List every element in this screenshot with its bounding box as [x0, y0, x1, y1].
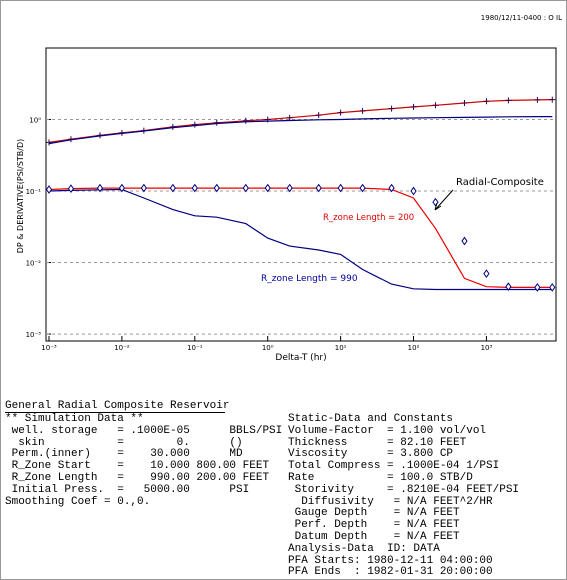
report-line: Analysis-Data ID: DATA — [288, 542, 440, 555]
report-line: Viscosity = 3.800 CP — [288, 448, 454, 461]
diamond-marker — [169, 183, 176, 193]
chart-title: 1980/12/11-0400 : O IL — [481, 14, 562, 22]
cross-marker — [46, 139, 52, 146]
report-line: Volume-Factor = 1.100 vol/vol — [288, 424, 487, 437]
cross-marker — [359, 107, 366, 114]
report-line: R_Zone Start = 10.000 800.00 FEET — [5, 460, 270, 473]
report-line: Smoothing Coef = 0.,0. — [5, 495, 151, 508]
report-line: PFA Ends : 1982-01-31 20:00:00 — [288, 566, 493, 579]
x-tick-label: 10⁻¹ — [187, 344, 203, 352]
report-line: Initial Press. = 5000.00 PSI — [5, 483, 250, 496]
series-line — [48, 116, 553, 145]
diamond-marker — [118, 183, 126, 193]
x-tick-label: 10¹ — [335, 344, 347, 352]
chart: 1980/12/11-0400 : O IL Delta-T (hr) DP &… — [1, 14, 566, 398]
static-data: Static-Data and Constants Volume-Factor =… — [288, 413, 520, 579]
report-line: Static-Data and Constants — [288, 413, 454, 425]
diamond-marker — [140, 183, 147, 193]
diamond-marker — [315, 183, 322, 193]
y-tick-label: 10⁻¹ — [26, 188, 42, 196]
report-line: Diffusivity = N/A FEET^2/HR — [288, 495, 493, 508]
annotation: R_zone Length = 200 — [323, 213, 414, 223]
cross-marker — [315, 112, 322, 119]
annotation: Radial-Composite — [456, 177, 544, 188]
diamond-marker — [264, 183, 271, 193]
diamond-marker — [534, 282, 541, 292]
cross-marker — [286, 114, 293, 121]
report-line: R_Zone Length = 990.00 200.00 FEET — [5, 471, 270, 484]
y-axis-label: DP & DERIVATIVE(PSI/STB/D) — [16, 139, 25, 254]
annotation: R_zone Length = 990 — [261, 274, 358, 284]
report-line: PFA Starts: 1980-12-11 04:00:00 — [288, 554, 493, 567]
report-line: Perm.(inner) = 30.000 MD — [5, 448, 243, 461]
diamond-marker — [337, 183, 344, 193]
series-line — [48, 187, 553, 288]
cross-marker — [505, 97, 512, 104]
diamond-marker — [359, 183, 366, 193]
x-tick-label: 10⁻³ — [41, 344, 57, 352]
cross-marker — [242, 117, 249, 124]
report-line: Total Compress = .1000E-04 1/PSI — [288, 460, 500, 473]
diamond-marker — [505, 282, 512, 292]
report-line: Datum Depth = N/A FEET — [288, 530, 460, 543]
diamond-marker — [45, 185, 53, 194]
diamond-marker — [432, 197, 439, 207]
annotation-arrow — [434, 189, 454, 211]
x-tick-label: 10⁻² — [114, 344, 130, 352]
cross-marker — [534, 96, 541, 103]
report-line: Perf. Depth = N/A FEET — [288, 519, 460, 532]
y-tick-label: 10⁰ — [29, 117, 41, 125]
cross-marker — [388, 105, 395, 112]
x-axis-label: Delta-T (hr) — [275, 353, 326, 363]
plot-frame — [45, 47, 557, 342]
cross-marker — [337, 109, 344, 116]
cross-marker — [461, 100, 468, 107]
x-tick-label: 10² — [408, 344, 420, 352]
diamond-marker — [242, 183, 249, 193]
y-tick-label: 10⁻³ — [26, 331, 42, 339]
diamond-marker — [96, 183, 104, 193]
diamond-marker — [286, 183, 293, 193]
report-line: Thickness = 82.10 FEET — [288, 436, 467, 449]
report-title: General Radial Composite Reservoir — [5, 400, 230, 413]
diamond-marker — [549, 282, 556, 292]
report-line: ** Simulation Data ** — [5, 413, 144, 425]
x-tick-label: 10³ — [481, 344, 493, 352]
report-line: skin = 0. () — [5, 436, 243, 449]
cross-marker — [483, 98, 490, 105]
cross-marker — [432, 102, 439, 109]
simulation-data: ** Simulation Data ** well. storage = .1… — [5, 413, 283, 508]
y-tick-label: 10⁻² — [26, 260, 42, 268]
diamond-marker — [483, 269, 490, 278]
cross-marker — [191, 121, 198, 128]
diamond-marker — [461, 236, 468, 246]
x-tick-label: 10⁰ — [262, 344, 274, 352]
report-line: Storivity = .8210E-04 FEET/PSI — [288, 483, 520, 496]
series-line — [48, 99, 553, 143]
diamond-marker — [213, 183, 220, 193]
report-line: well. storage = .1000E-05 BBLS/PSI — [5, 424, 283, 437]
report-line: Gauge Depth = N/A FEET — [288, 507, 460, 520]
cross-marker — [410, 103, 417, 110]
report-line: Rate = 100.0 STB/D — [288, 471, 473, 484]
diamond-marker — [67, 184, 75, 194]
cross-marker — [549, 96, 556, 103]
diamond-marker — [410, 186, 417, 196]
series-line — [48, 188, 553, 291]
diamond-marker — [388, 183, 395, 193]
diamond-marker — [191, 183, 198, 193]
